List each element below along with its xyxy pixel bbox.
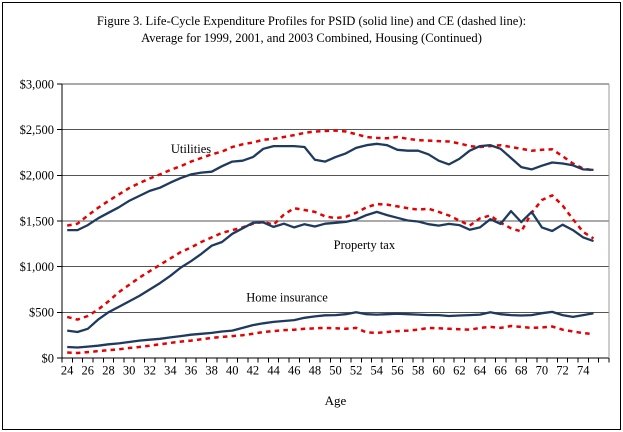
x-axis-tick-label: 52 (350, 364, 363, 378)
chart-title: Figure 3. Life-Cycle Expenditure Profile… (0, 13, 623, 47)
x-axis-tick-label: 66 (494, 364, 507, 378)
x-axis-tick-label: 44 (267, 364, 280, 378)
x-axis-tick-label: 30 (123, 364, 136, 378)
x-axis-tick-label: 36 (185, 364, 198, 378)
x-axis-tick-label: 62 (453, 364, 466, 378)
line-utilities-psid (67, 142, 594, 232)
x-axis-tick-label: 72 (556, 364, 569, 378)
y-axis-tick-label: $0 (42, 351, 55, 365)
x-axis-tick-label: 42 (247, 364, 260, 378)
x-axis-tick-label: 70 (536, 364, 549, 378)
series-label-home-insurance: Home insurance (246, 291, 328, 305)
y-axis-tick-label: $2,500 (20, 123, 54, 137)
y-axis-tick-label: $1,500 (20, 214, 54, 228)
series-label-property-tax: Property tax (334, 238, 396, 252)
x-axis-tick-label: 46 (288, 364, 301, 378)
y-axis-tick-label: $2,000 (20, 169, 54, 183)
y-axis-tick-label: $1,000 (20, 260, 54, 274)
x-axis-tick-label: 28 (102, 364, 115, 378)
line-property-tax-ce (66, 194, 595, 321)
x-axis-tick-label: 74 (577, 364, 590, 378)
chart-title-line-1: Figure 3. Life-Cycle Expenditure Profile… (96, 14, 527, 28)
line-utilities-ce (66, 129, 594, 227)
x-axis-tick-label: 56 (391, 364, 404, 378)
x-axis-tick-label: 38 (205, 364, 218, 378)
y-axis-tick-label: $500 (29, 306, 54, 320)
x-axis-tick-label: 60 (432, 364, 445, 378)
x-axis-tick-label: 68 (515, 364, 528, 378)
x-axis-title: Age (325, 393, 347, 408)
line-property-tax-psid (67, 209, 594, 334)
chart-title-line-2: Average for 1999, 2001, and 2003 Combine… (141, 31, 482, 45)
x-axis-tick-label: 40 (226, 364, 239, 378)
x-axis-tick-label: 32 (143, 364, 156, 378)
x-axis-tick-label: 58 (412, 364, 425, 378)
x-axis-tick-label: 48 (309, 364, 322, 378)
x-axis-tick-label: 64 (474, 364, 487, 378)
x-axis-tick-label: 34 (164, 364, 177, 378)
x-axis-tick-label: 26 (82, 364, 95, 378)
x-axis-tick-label: 24 (61, 364, 74, 378)
x-axis-tick-label: 50 (329, 364, 342, 378)
line-home-insurance-psid (67, 310, 594, 349)
line-home-insurance-ce (67, 324, 594, 355)
x-axis-tick-label: 54 (371, 364, 384, 378)
y-axis-tick-label: $3,000 (20, 77, 54, 91)
series-label-utilities: Utilities (171, 142, 211, 156)
